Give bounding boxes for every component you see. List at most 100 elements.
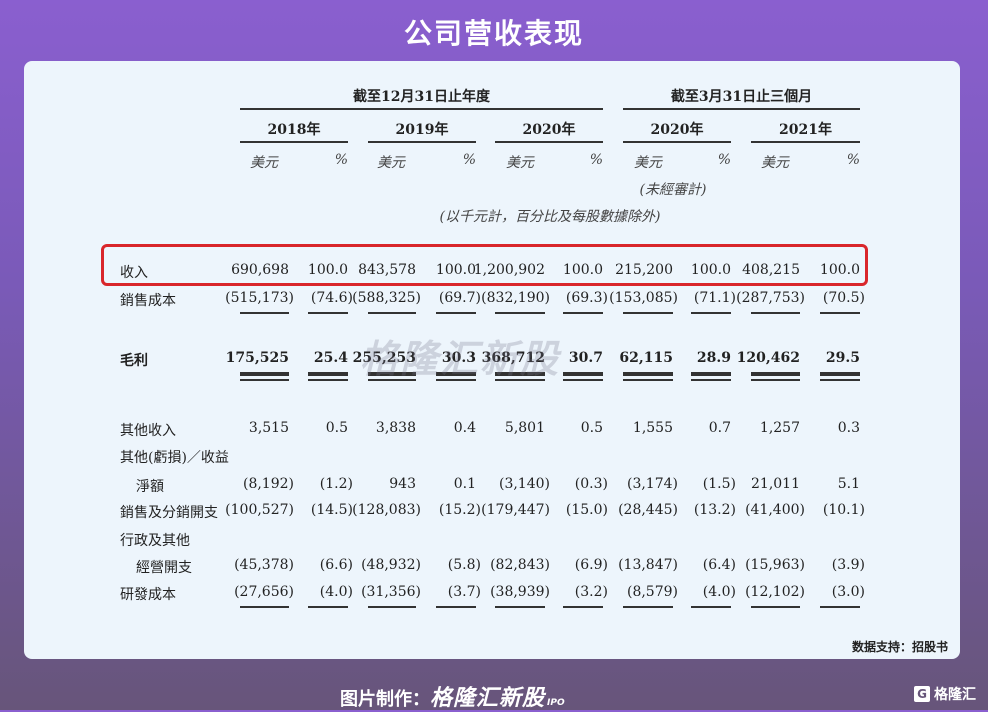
subtotal-underline [495,312,545,314]
amount-cell: 3,515 [248,420,289,436]
row-label: 研發成本 [120,587,176,603]
double-underline [308,379,348,381]
percent-cell: (13.2) [693,502,736,518]
amount-cell: (287,753) [736,290,805,306]
amount-cell: (179,447) [481,502,550,518]
gelonghui-logo: G 格隆汇 [914,684,976,704]
subtotal-underline [691,312,731,314]
percent-cell: (3.0) [831,584,865,600]
double-underline [820,379,860,381]
amount-cell: (12,102) [745,584,805,600]
row-label: 淨額 [136,479,164,495]
percent-cell: (14.5) [310,502,353,518]
double-underline [691,372,731,376]
double-underline [240,372,289,376]
subtotal-underline [623,606,673,608]
table-card [24,61,960,659]
percent-cell: (74.6) [310,290,353,306]
amount-cell: (100,527) [225,502,294,518]
percent-header: % [589,152,603,168]
year-underline [751,141,860,143]
row-label: 銷售及分銷開支 [120,505,218,521]
percent-cell: 100.0 [819,262,860,278]
amount-cell: (3,174) [626,476,678,492]
percent-header: % [717,152,731,168]
double-underline [308,372,348,376]
percent-cell: (70.5) [822,290,865,306]
group-underline [240,108,603,110]
percent-header: % [846,152,860,168]
amount-cell: 120,462 [736,350,800,366]
amount-cell: 175,525 [225,350,289,366]
row-label: 其他收入 [120,423,176,439]
currency-header: 美元 [634,155,662,171]
percent-cell: 100.0 [562,262,603,278]
amount-cell: (832,190) [481,290,550,306]
amount-cell: 843,578 [358,262,416,278]
currency-header: 美元 [250,155,278,171]
percent-cell: (1.2) [319,476,353,492]
percent-cell: (4.0) [702,584,736,600]
subtotal-underline [240,312,289,314]
year-header: 2020年 [650,122,704,138]
row-label: 行政及其他 [120,533,190,549]
percent-cell: (0.3) [574,476,608,492]
amount-cell: 368,712 [481,350,545,366]
ipo-tag: IPO [547,698,565,708]
row-label: 其他(虧損)／收益 [120,450,229,466]
percent-cell: 100.0 [690,262,731,278]
double-underline [563,372,603,376]
footer-credit: 图片制作：格隆汇新股 IPO [340,680,565,712]
subtotal-underline [563,606,603,608]
amount-cell: (3,140) [498,476,550,492]
logo-text: 格隆汇 [934,687,976,703]
percent-cell: 5.1 [837,476,860,492]
percent-cell: (6.4) [702,557,736,573]
amount-cell: (515,173) [225,290,294,306]
amount-cell: 215,200 [615,262,673,278]
amount-cell: 5,801 [504,420,545,436]
subtotal-underline [623,312,673,314]
year-underline [368,141,476,143]
unaudited-note: (未經審計) [639,182,707,198]
double-underline [495,372,545,376]
subtotal-underline [436,606,476,608]
double-underline [623,372,673,376]
made-by-label: 图片制作： [340,689,430,710]
amount-cell: (41,400) [745,502,805,518]
percent-cell: 30.3 [441,350,476,366]
amount-cell: (13,847) [618,557,678,573]
percent-cell: (3.2) [574,584,608,600]
amount-cell: 21,011 [751,476,800,492]
double-underline [368,379,416,381]
double-underline [751,379,800,381]
percent-cell: (3.9) [831,557,865,573]
page-title: 公司营收表现 [403,17,584,50]
percent-cell: 28.9 [696,350,731,366]
subtotal-underline [436,312,476,314]
double-underline [436,379,476,381]
subtotal-underline [751,606,800,608]
percent-cell: 30.7 [568,350,603,366]
amount-cell: 408,215 [742,262,800,278]
year-header: 2019年 [395,122,449,138]
amount-cell: 1,257 [759,420,800,436]
amount-cell: (153,085) [609,290,678,306]
percent-cell: 25.4 [313,350,348,366]
percent-cell: (4.0) [319,584,353,600]
percent-cell: 0.7 [708,420,731,436]
percent-cell: 0.5 [580,420,603,436]
currency-header: 美元 [377,155,405,171]
double-underline [623,379,673,381]
year-header: 2021年 [779,122,832,138]
percent-cell: (15.2) [438,502,481,518]
amount-cell: (27,656) [234,584,294,600]
amount-cell: 1,200,902 [473,262,545,278]
year-underline [623,141,731,143]
amount-cell: (28,445) [618,502,678,518]
logo-icon: G [914,686,930,702]
amount-cell: (588,325) [352,290,421,306]
group-header-quarter: 截至3月31日止三個月 [670,89,813,105]
year-underline [495,141,603,143]
percent-header: % [462,152,476,168]
